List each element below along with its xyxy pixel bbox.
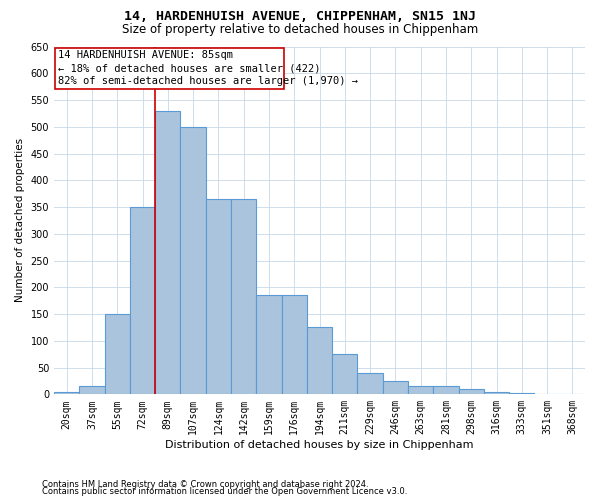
Bar bbox=[231, 199, 256, 394]
Bar bbox=[104, 314, 130, 394]
Bar bbox=[383, 381, 408, 394]
Bar bbox=[358, 373, 383, 394]
Bar bbox=[484, 392, 509, 394]
Text: ← 18% of detached houses are smaller (422): ← 18% of detached houses are smaller (42… bbox=[58, 64, 320, 74]
Bar bbox=[130, 207, 155, 394]
Bar bbox=[281, 296, 307, 394]
Bar bbox=[458, 389, 484, 394]
X-axis label: Distribution of detached houses by size in Chippenham: Distribution of detached houses by size … bbox=[165, 440, 474, 450]
FancyBboxPatch shape bbox=[55, 48, 284, 90]
Text: 14, HARDENHUISH AVENUE, CHIPPENHAM, SN15 1NJ: 14, HARDENHUISH AVENUE, CHIPPENHAM, SN15… bbox=[124, 10, 476, 23]
Bar bbox=[155, 110, 181, 395]
Bar bbox=[206, 199, 231, 394]
Bar bbox=[332, 354, 358, 395]
Y-axis label: Number of detached properties: Number of detached properties bbox=[15, 138, 25, 302]
Bar bbox=[54, 392, 79, 394]
Text: 82% of semi-detached houses are larger (1,970) →: 82% of semi-detached houses are larger (… bbox=[58, 76, 358, 86]
Bar bbox=[307, 328, 332, 394]
Text: Contains public sector information licensed under the Open Government Licence v3: Contains public sector information licen… bbox=[42, 487, 407, 496]
Bar bbox=[433, 386, 458, 394]
Text: Size of property relative to detached houses in Chippenham: Size of property relative to detached ho… bbox=[122, 22, 478, 36]
Text: Contains HM Land Registry data © Crown copyright and database right 2024.: Contains HM Land Registry data © Crown c… bbox=[42, 480, 368, 489]
Bar bbox=[408, 386, 433, 394]
Bar bbox=[256, 296, 281, 394]
Bar bbox=[181, 127, 206, 394]
Text: 14 HARDENHUISH AVENUE: 85sqm: 14 HARDENHUISH AVENUE: 85sqm bbox=[58, 50, 233, 60]
Bar bbox=[79, 386, 104, 394]
